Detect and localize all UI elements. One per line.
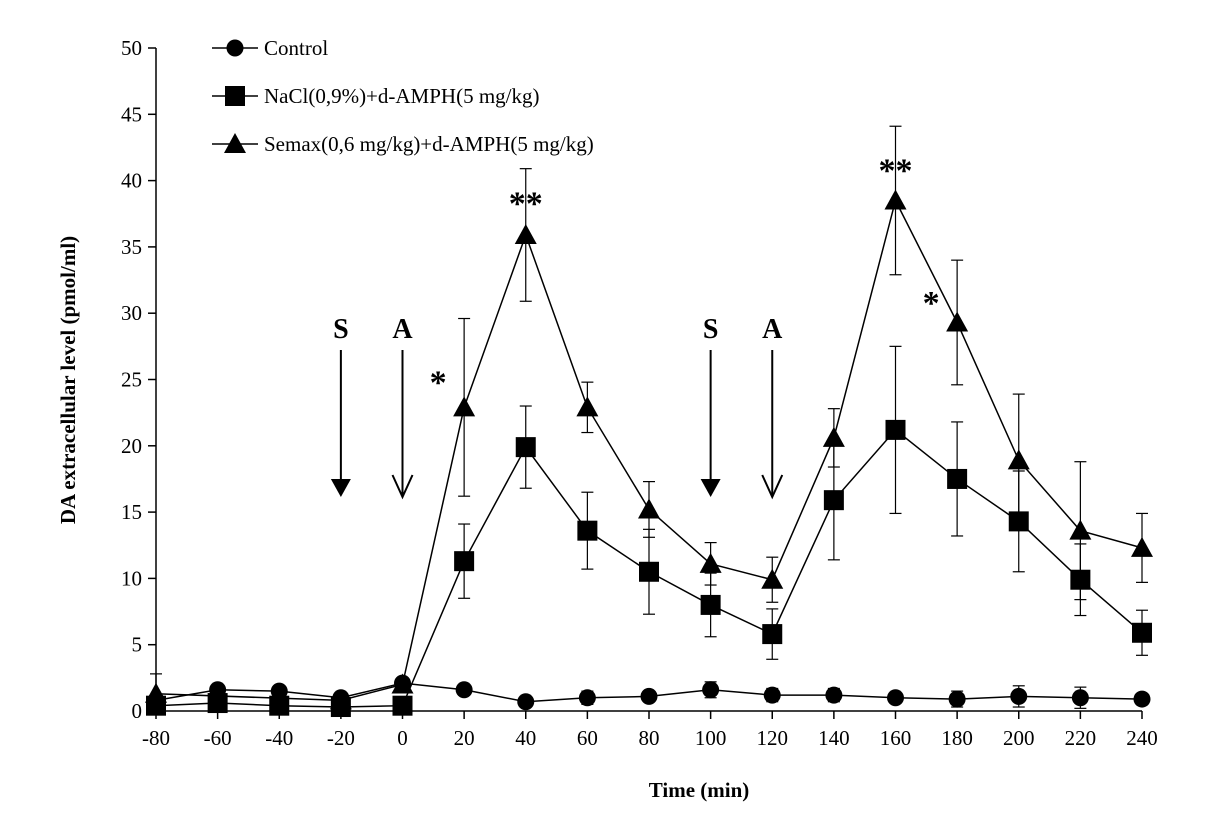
y-tick-label: 15 [121, 500, 142, 524]
arrow-head-filled [700, 479, 721, 497]
data-point-circle [702, 681, 720, 699]
y-tick-label: 45 [121, 102, 142, 126]
arrow-head-open [761, 474, 784, 500]
data-point-circle [763, 686, 781, 704]
data-point-circle [887, 689, 904, 707]
y-tick-label: 10 [121, 566, 142, 590]
annotations: S A S A****** [330, 152, 940, 500]
data-point-circle [578, 689, 596, 707]
x-tick-label: 160 [880, 726, 912, 750]
data-point-square [762, 624, 783, 645]
arrow-label: S [703, 314, 719, 345]
x-tick-label: 180 [941, 726, 973, 750]
data-point-square [885, 419, 906, 440]
data-point-circle [1071, 689, 1089, 707]
x-tick-label: 100 [695, 726, 727, 750]
legend-label: NaCl(0,9%)+d-AMPH(5 mg/kg) [264, 84, 539, 108]
x-tick-label: 0 [397, 726, 408, 750]
data-point-triangle [145, 682, 167, 703]
data-point-square [1132, 622, 1152, 643]
data-point-circle [1010, 687, 1028, 705]
x-tick-label: 80 [639, 726, 660, 750]
y-tick-label: 30 [121, 301, 142, 325]
series-layer [145, 125, 1153, 718]
data-point-circle [640, 687, 658, 705]
data-point-circle [455, 681, 473, 699]
data-point-square [577, 520, 598, 541]
y-tick-label: 50 [121, 36, 142, 60]
data-point-square [269, 695, 290, 716]
data-point-square [207, 693, 228, 714]
x-tick-label: -80 [142, 726, 170, 750]
y-tick-label: 35 [121, 235, 142, 259]
legend-marker-triangle [224, 133, 246, 153]
x-tick-label: 220 [1065, 726, 1097, 750]
significance-marker: ** [879, 152, 913, 189]
x-tick-label: 200 [1003, 726, 1035, 750]
data-point-triangle [1131, 536, 1153, 557]
data-point-triangle [514, 223, 537, 244]
x-tick-label: 120 [757, 726, 789, 750]
x-tick-label: -60 [204, 726, 232, 750]
y-tick-label: 20 [121, 434, 142, 458]
arrow-head-filled [330, 479, 351, 497]
data-point-square [515, 437, 536, 458]
axes: -80 -60 -40 -20 0 20 40 60 80 100 120 140 160 180 200 2… [121, 36, 1158, 750]
data-point-triangle [576, 396, 599, 417]
data-point-square [639, 561, 659, 582]
data-point-triangle [329, 689, 352, 710]
data-point-triangle [1007, 449, 1030, 470]
data-point-triangle [391, 673, 414, 694]
arrow-head-open [391, 474, 414, 500]
x-tick-label: 20 [454, 726, 475, 750]
data-point-triangle [699, 552, 722, 573]
legend-marker-square [225, 86, 245, 106]
y-tick-label: 25 [121, 368, 142, 392]
data-point-triangle [761, 568, 784, 589]
arrow-label: A [392, 314, 413, 345]
x-tick-label: 40 [515, 726, 536, 750]
x-tick-label: 60 [577, 726, 598, 750]
legend-label: Control [264, 36, 328, 60]
data-point-triangle [638, 498, 660, 519]
data-point-square [947, 468, 968, 489]
series-triangle [145, 125, 1153, 715]
significance-marker: ** [509, 185, 543, 222]
x-tick-label: -20 [327, 726, 355, 750]
data-point-triangle [453, 396, 476, 417]
data-point-square [454, 551, 475, 572]
x-tick-label: 140 [818, 726, 850, 750]
data-point-circle [517, 693, 535, 711]
data-point-triangle [822, 426, 845, 447]
data-point-triangle [884, 189, 907, 210]
significance-marker: * [923, 285, 940, 322]
y-tick-label: 0 [132, 699, 143, 723]
data-point-circle [270, 682, 288, 700]
data-point-square [392, 695, 413, 716]
legend: Control NaCl(0,9%)+d-AMPH(5 mg/kg) Semax(0… [212, 36, 594, 156]
y-tick-label: 5 [132, 633, 143, 657]
x-tick-label: 240 [1126, 726, 1158, 750]
data-point-square [700, 594, 721, 615]
x-axis-title: Time (min) [649, 778, 750, 802]
y-tick-label: 40 [121, 169, 142, 193]
y-axis-title: DA extracellular level (pmol/ml) [56, 236, 80, 524]
series-line [155, 198, 1143, 702]
arrow-label: A [762, 314, 783, 345]
legend-label: Semax(0,6 mg/kg)+d-AMPH(5 mg/kg) [264, 132, 594, 156]
data-point-square [823, 490, 844, 511]
data-point-circle [825, 686, 843, 704]
data-point-circle [948, 690, 966, 708]
arrow-label: S [333, 314, 349, 345]
significance-marker: * [430, 365, 447, 402]
legend-marker-circle [226, 39, 244, 57]
x-tick-label: -40 [265, 726, 293, 750]
data-point-triangle [946, 311, 969, 332]
series-circle [147, 674, 1151, 711]
data-point-triangle [1069, 519, 1092, 540]
data-point-circle [1133, 690, 1151, 708]
